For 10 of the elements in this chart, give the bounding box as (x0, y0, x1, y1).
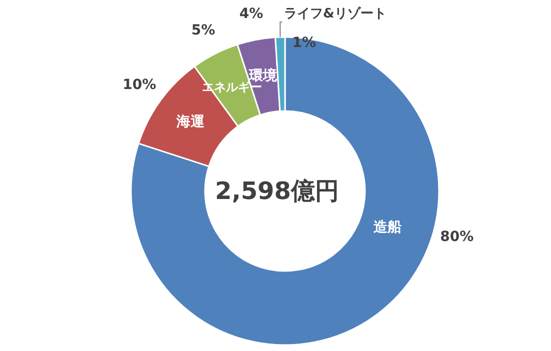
slice-label: ライフ&リゾート (284, 6, 386, 22)
slice-label: 海運 (175, 114, 206, 130)
data-label: 10% (122, 77, 156, 94)
data-label: 1% (292, 35, 316, 52)
data-label: 5% (191, 22, 216, 39)
data-label: 4% (239, 6, 264, 22)
data-label: 80% (440, 229, 474, 246)
text: 2,598億円 (215, 177, 339, 205)
slice-label: 環境 (248, 67, 278, 84)
slice-label: 造船 (372, 220, 402, 236)
